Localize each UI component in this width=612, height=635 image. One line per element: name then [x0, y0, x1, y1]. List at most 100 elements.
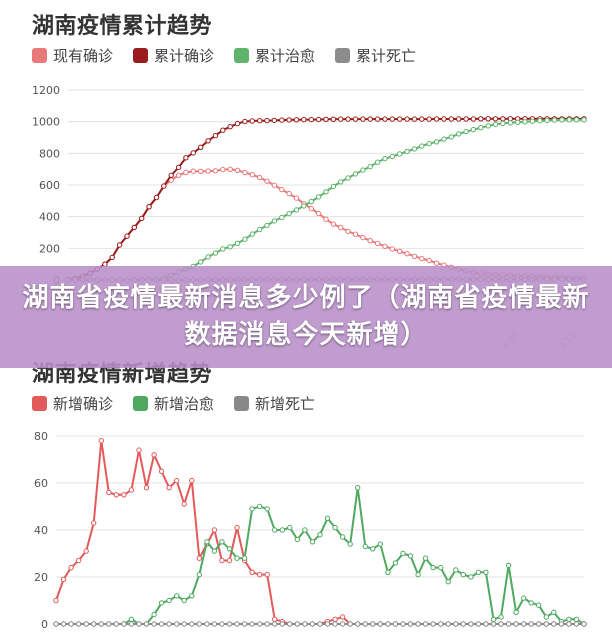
- data-point: [397, 151, 403, 157]
- data-point: [404, 148, 410, 155]
- data-point: [453, 621, 459, 627]
- data-point: [397, 116, 403, 122]
- data-point: [463, 128, 469, 135]
- data-point: [543, 614, 549, 620]
- data-point: [338, 179, 344, 185]
- data-point: [198, 168, 204, 175]
- data-point: [136, 447, 142, 453]
- data-point: [478, 125, 484, 131]
- data-point: [249, 118, 256, 124]
- data-point: [362, 621, 368, 627]
- data-point: [419, 116, 425, 122]
- data-point: [98, 621, 105, 627]
- data-point: [456, 131, 462, 137]
- data-point: [470, 116, 477, 122]
- data-point: [522, 119, 528, 125]
- legend-item-cumulative-confirmed[interactable]: 累计确诊: [133, 45, 214, 66]
- data-point: [475, 621, 482, 627]
- data-point: [315, 210, 322, 217]
- data-point: [272, 527, 278, 533]
- data-point: [175, 172, 182, 179]
- chart1-title: 湖南疫情累计趋势: [32, 14, 213, 39]
- data-point: [407, 621, 414, 627]
- data-point: [536, 621, 542, 627]
- data-point: [463, 116, 469, 122]
- data-point: [573, 117, 580, 123]
- data-point: [174, 477, 180, 484]
- data-point: [324, 515, 331, 521]
- data-point: [543, 621, 549, 627]
- legend-item-new-confirmed[interactable]: 新增确诊: [32, 393, 113, 414]
- data-point: [339, 534, 346, 540]
- data-point: [226, 546, 233, 552]
- data-point: [143, 621, 150, 627]
- data-point: [189, 477, 195, 484]
- legend-item-cumulative-deaths[interactable]: 累计死亡: [335, 45, 416, 66]
- data-point: [128, 621, 135, 627]
- data-point: [279, 621, 285, 627]
- data-point: [227, 166, 233, 173]
- legend-item-current-confirmed[interactable]: 现有确诊: [32, 45, 113, 66]
- data-point: [415, 621, 421, 627]
- data-point: [407, 553, 414, 559]
- data-point: [75, 557, 82, 564]
- data-point: [385, 621, 391, 627]
- y-tick-label: 1000: [32, 116, 60, 129]
- y-tick-label: 60: [34, 477, 48, 490]
- legend-swatch-current-confirmed: [32, 48, 47, 63]
- data-point: [196, 571, 203, 578]
- data-point: [309, 621, 316, 627]
- data-point: [338, 224, 344, 231]
- legend-swatch-new-cured: [133, 396, 149, 411]
- data-point: [220, 166, 226, 173]
- data-point: [445, 621, 451, 627]
- data-point: [483, 569, 489, 575]
- data-point: [98, 438, 105, 444]
- data-point: [205, 168, 211, 174]
- data-point: [198, 259, 204, 265]
- data-point: [264, 178, 270, 184]
- data-point: [257, 503, 263, 510]
- data-point: [226, 557, 233, 564]
- data-point: [317, 621, 323, 627]
- data-point: [536, 602, 542, 608]
- data-point: [521, 621, 527, 627]
- data-point: [419, 143, 425, 149]
- data-point: [181, 621, 187, 627]
- data-point: [330, 221, 337, 227]
- data-point: [234, 524, 240, 531]
- legend-item-new-cured[interactable]: 新增治愈: [133, 393, 214, 414]
- headline-banner: 湖南省疫情最新消息多少例了（湖南省疫情最新数据消息今天新增）: [0, 266, 612, 368]
- series-line-2: [68, 118, 584, 281]
- data-point: [347, 541, 353, 547]
- data-point: [294, 621, 301, 627]
- data-point: [426, 140, 432, 147]
- data-point: [377, 541, 383, 547]
- data-point: [227, 124, 233, 130]
- data-point: [433, 260, 440, 266]
- data-point: [347, 621, 353, 627]
- data-point: [404, 116, 410, 122]
- data-point: [460, 621, 466, 627]
- legend-item-new-deaths[interactable]: 新增死亡: [234, 393, 315, 414]
- data-point: [205, 138, 211, 144]
- data-point: [264, 571, 270, 578]
- data-point: [392, 621, 399, 627]
- legend-label-new-cured: 新增治愈: [154, 395, 215, 413]
- data-point: [441, 116, 447, 122]
- data-point: [430, 621, 436, 627]
- data-point: [146, 204, 152, 210]
- data-point: [287, 621, 293, 627]
- y-tick-label: 800: [39, 147, 60, 160]
- data-point: [249, 569, 255, 575]
- data-point: [183, 169, 189, 176]
- legend-item-cumulative-cured[interactable]: 累计治愈: [234, 45, 315, 66]
- data-point: [158, 468, 165, 474]
- data-point: [109, 254, 115, 261]
- data-point: [106, 489, 112, 496]
- data-point: [279, 214, 285, 221]
- data-point: [301, 203, 307, 209]
- data-point: [404, 251, 410, 257]
- data-point: [352, 171, 359, 177]
- data-point: [279, 117, 285, 123]
